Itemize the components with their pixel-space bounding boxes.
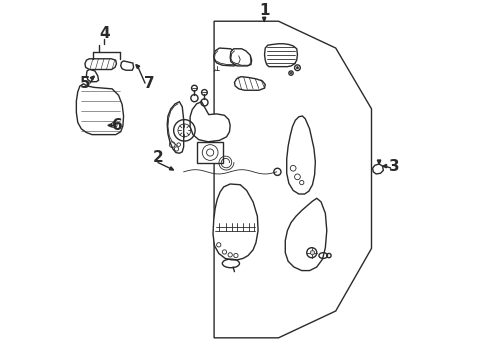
- Polygon shape: [377, 160, 380, 164]
- Polygon shape: [76, 84, 123, 135]
- Polygon shape: [167, 102, 183, 153]
- Polygon shape: [213, 48, 242, 66]
- Text: 7: 7: [144, 76, 155, 91]
- Polygon shape: [286, 116, 315, 194]
- Polygon shape: [108, 123, 112, 127]
- Polygon shape: [86, 69, 98, 82]
- Polygon shape: [121, 61, 133, 70]
- Polygon shape: [90, 76, 94, 80]
- Circle shape: [310, 251, 314, 255]
- Polygon shape: [382, 165, 386, 168]
- Text: 3: 3: [388, 159, 399, 174]
- Circle shape: [296, 67, 298, 69]
- Text: 6: 6: [112, 118, 122, 133]
- Circle shape: [290, 72, 291, 74]
- Text: 1: 1: [259, 3, 269, 18]
- Bar: [197, 142, 223, 163]
- Text: 2: 2: [152, 150, 163, 165]
- Polygon shape: [85, 59, 116, 69]
- Polygon shape: [169, 167, 173, 170]
- Polygon shape: [230, 49, 251, 66]
- Polygon shape: [262, 17, 265, 21]
- Polygon shape: [190, 102, 230, 142]
- Polygon shape: [234, 77, 264, 90]
- Polygon shape: [213, 184, 258, 260]
- Polygon shape: [372, 164, 383, 174]
- Polygon shape: [136, 64, 140, 68]
- Text: 5: 5: [80, 76, 90, 91]
- Polygon shape: [285, 198, 326, 271]
- Polygon shape: [264, 44, 297, 67]
- Text: 4: 4: [99, 26, 109, 41]
